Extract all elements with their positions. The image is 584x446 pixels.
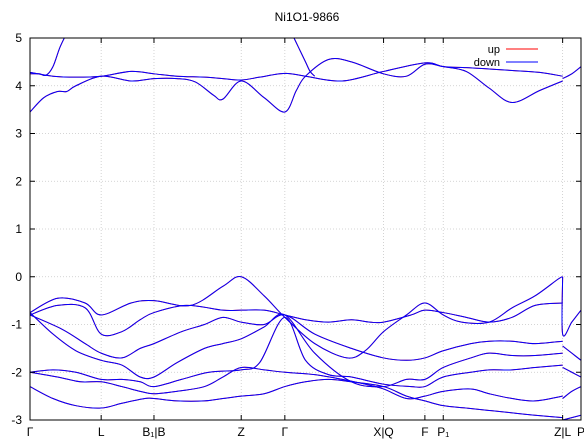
band-line-down bbox=[30, 276, 563, 359]
legend-label-up: up bbox=[488, 44, 500, 56]
chart-title: Ni1O1-9866 bbox=[275, 10, 340, 24]
x-tick-label: P bbox=[577, 425, 584, 439]
y-tick-label: 5 bbox=[15, 31, 22, 45]
y-tick-label: 1 bbox=[15, 222, 22, 236]
y-tick-label: -2 bbox=[11, 365, 22, 379]
band-line-down bbox=[30, 58, 563, 113]
x-tick-label: L bbox=[98, 425, 105, 439]
band-line-down bbox=[30, 378, 563, 419]
x-tick-label: Γ bbox=[282, 425, 289, 439]
band-line-down bbox=[30, 316, 563, 388]
band-line-down bbox=[562, 345, 581, 361]
y-tick-label: 2 bbox=[15, 174, 22, 188]
band-line-down bbox=[562, 386, 581, 399]
x-tick-label: B₁|B bbox=[142, 425, 165, 439]
band-line-up bbox=[30, 38, 65, 77]
plot-frame bbox=[29, 37, 582, 421]
y-tick-label: 0 bbox=[15, 270, 22, 284]
band-line-up bbox=[561, 276, 581, 337]
legend-label-down: down bbox=[474, 57, 500, 69]
band-line-down bbox=[30, 366, 563, 402]
x-tick-label: P₁ bbox=[437, 425, 449, 439]
axes: Γ L B₁|B Z Γ X|Q F P₁ Z|L P -3 -2 -1 0 1 2 3 4 5 bbox=[11, 31, 584, 439]
band-line-up bbox=[30, 302, 563, 337]
band-line-down bbox=[30, 38, 65, 77]
series-up bbox=[30, 38, 581, 420]
band-line-down bbox=[562, 414, 581, 420]
bands bbox=[30, 38, 581, 420]
band-line-down bbox=[30, 62, 563, 82]
band-line-up bbox=[30, 378, 563, 419]
x-tick-label: Z|L bbox=[554, 425, 571, 439]
band-line-down bbox=[30, 314, 563, 361]
y-tick-label: -3 bbox=[11, 413, 22, 427]
x-tick-label: F bbox=[421, 425, 428, 439]
series-down bbox=[30, 38, 581, 420]
band-line-down bbox=[293, 38, 316, 77]
y-tick-label: 4 bbox=[15, 79, 22, 93]
band-line-down bbox=[562, 367, 581, 378]
x-tick-label: Z bbox=[238, 425, 245, 439]
band-line-down bbox=[561, 276, 581, 337]
x-tick-label: X|Q bbox=[373, 425, 393, 439]
x-tick-label: Γ bbox=[27, 425, 34, 439]
band-line-down bbox=[562, 66, 581, 80]
y-tick-label: -1 bbox=[11, 318, 22, 332]
band-line-down bbox=[30, 302, 563, 337]
y-tick-label: 3 bbox=[15, 127, 22, 141]
band-line-down bbox=[30, 312, 563, 388]
